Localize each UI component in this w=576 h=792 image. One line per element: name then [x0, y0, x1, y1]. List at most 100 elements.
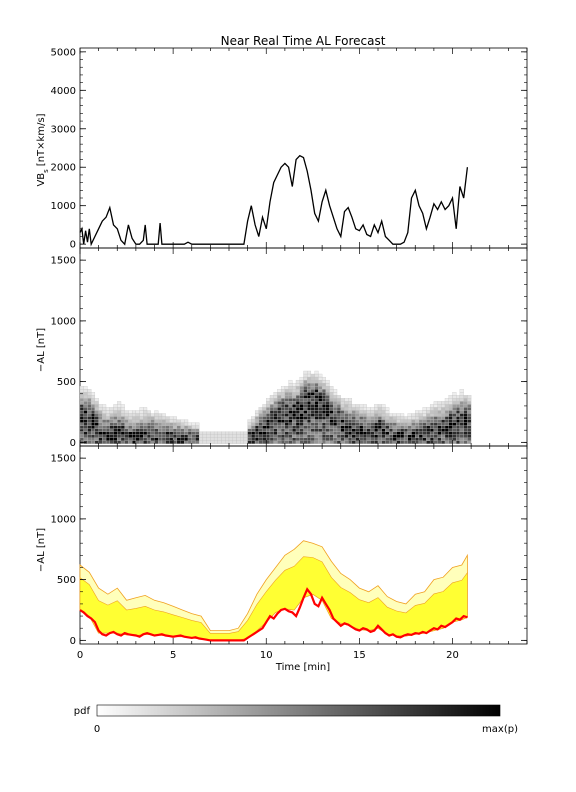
chart-title: Near Real Time AL Forecast	[221, 34, 386, 48]
pdf-cell	[277, 395, 282, 399]
pdf-cell	[385, 440, 390, 444]
pdf-cell	[325, 401, 330, 405]
pdf-cell	[154, 428, 159, 432]
pdf-cell	[333, 413, 338, 417]
pdf-cell	[120, 431, 125, 435]
pdf-cell	[325, 437, 330, 441]
pdf-cell	[314, 419, 319, 423]
pdf-cell	[340, 398, 345, 402]
pdf-cell	[422, 428, 427, 432]
pdf-cell	[459, 419, 464, 423]
pdf-cell	[325, 404, 330, 408]
pdf-cell	[459, 425, 464, 429]
pdf-cell	[273, 422, 278, 426]
pdf-cell	[452, 395, 457, 399]
pdf-cell	[429, 440, 434, 444]
pdf-cell	[370, 428, 375, 432]
pdf-cell	[247, 419, 252, 423]
pdf-cell	[143, 422, 148, 426]
vbs-y-tick-label: 1000	[51, 201, 76, 212]
pdf-cell	[318, 401, 323, 405]
pdf-cell	[377, 422, 382, 426]
pdf-cell	[348, 422, 353, 426]
pdf-cell	[459, 428, 464, 432]
pdf-cell	[366, 434, 371, 438]
pdf-cell	[172, 425, 177, 429]
pdf-cell	[329, 419, 334, 423]
pdf-cell	[429, 437, 434, 441]
pdf-cell	[83, 401, 88, 405]
pdf-cell	[258, 410, 263, 414]
pdf-cell	[321, 376, 326, 381]
pdf-cell	[94, 413, 99, 417]
pdf-cell	[277, 428, 282, 432]
pdf-cell	[280, 404, 285, 408]
pdf-cell	[217, 431, 222, 435]
pdf-cell	[370, 419, 375, 423]
pdf-cell	[247, 431, 252, 435]
fc-y-tick-label: 0	[70, 636, 76, 647]
pdf-cell	[240, 434, 245, 438]
pdf-cell	[310, 389, 315, 393]
pdf-cell	[325, 422, 330, 426]
pdf-cell	[124, 422, 129, 426]
pdf-cell	[366, 416, 371, 420]
pdf-cell	[299, 410, 304, 414]
pdf-cell	[258, 437, 263, 441]
pdf-cell	[370, 431, 375, 435]
pdf-cell	[273, 404, 278, 408]
pdf-cell	[336, 422, 341, 426]
pdf-cell	[396, 413, 401, 417]
pdf-cell	[132, 419, 137, 423]
pdf-cell	[87, 404, 92, 408]
pdf-cell	[344, 410, 349, 414]
pdf-cell	[452, 437, 457, 441]
pdf-cell	[135, 431, 140, 435]
pdf-cell	[422, 419, 427, 423]
pdf-cell	[165, 431, 170, 435]
pdf-cell	[307, 395, 312, 399]
pdf-cell	[415, 410, 420, 414]
pdf-cell	[415, 428, 420, 432]
pdf-cell	[280, 434, 285, 438]
pdf-cell	[254, 413, 259, 417]
pdf-cell	[154, 419, 159, 423]
al-pdf-y-axis-label: −AL [nT]	[36, 328, 47, 372]
pdf-cell	[370, 407, 375, 411]
pdf-cell	[139, 440, 144, 444]
pdf-cell	[98, 422, 103, 426]
pdf-cell	[396, 437, 401, 441]
pdf-cell	[292, 431, 297, 435]
pdf-cell	[102, 410, 107, 414]
pdf-cell	[444, 425, 449, 429]
pdf-cell	[467, 428, 472, 432]
pdf-cell	[366, 437, 371, 441]
pdf-cell	[117, 434, 122, 438]
pdf-cell	[314, 404, 319, 408]
pdf-cell	[407, 413, 412, 417]
pdf-cell	[344, 398, 349, 402]
pdf-cell	[146, 440, 151, 444]
pdf-cell	[98, 416, 103, 420]
pdf-cell	[139, 416, 144, 420]
pdf-cell	[83, 428, 88, 432]
pdf-cell	[359, 437, 364, 441]
pdf-cell	[325, 413, 330, 417]
pdf-cell	[113, 434, 118, 438]
pdf-cell	[172, 434, 177, 438]
pdf-cell	[277, 410, 282, 414]
pdf-cell	[325, 382, 330, 387]
pdf-cell	[426, 413, 431, 417]
pdf-cell	[269, 410, 274, 414]
pdf-cell	[459, 395, 464, 399]
pdf-cell	[280, 425, 285, 429]
pdf-cell	[426, 416, 431, 420]
pdf-cell	[333, 389, 338, 393]
pdf-cell	[169, 425, 174, 429]
pdf-cell	[307, 431, 312, 435]
pdf-cell	[463, 440, 468, 444]
pdf-cell	[314, 425, 319, 429]
vbs-marks	[79, 154, 469, 247]
pdf-cell	[266, 410, 271, 414]
pdf-cell	[329, 395, 334, 399]
